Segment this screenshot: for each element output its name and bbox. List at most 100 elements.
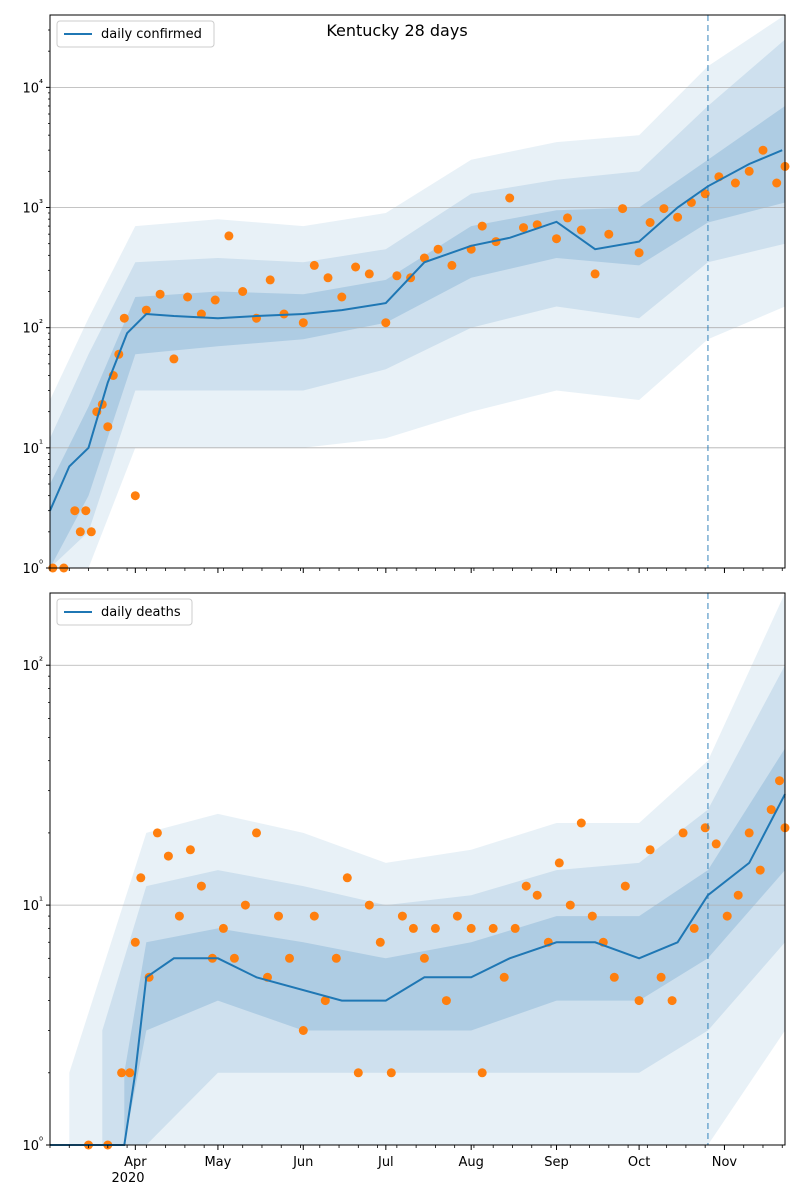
data-point: [477, 1068, 487, 1078]
data-point: [119, 313, 129, 323]
data-point: [659, 204, 669, 214]
data-point: [634, 996, 644, 1006]
data-point: [441, 996, 451, 1006]
data-point: [375, 937, 385, 947]
x-tick-label: Jun: [292, 1155, 313, 1170]
data-point: [152, 828, 162, 838]
data-point: [618, 204, 628, 214]
data-point: [766, 805, 776, 815]
data-point: [565, 900, 575, 910]
data-point: [381, 318, 391, 328]
confirmed-line: [49, 149, 783, 512]
x-tick-label: May: [204, 1155, 231, 1170]
data-point: [309, 260, 319, 270]
data-point: [240, 900, 250, 910]
series-line: [50, 793, 786, 1146]
data-point: [265, 275, 275, 285]
data-point: [505, 193, 515, 203]
data-point: [323, 273, 333, 283]
legend-label-confirmed: daily confirmed: [101, 27, 202, 42]
data-point: [678, 828, 688, 838]
data-point: [117, 1068, 127, 1078]
data-point: [353, 1068, 363, 1078]
data-point: [755, 865, 765, 875]
data-point: [125, 1068, 135, 1078]
data-point: [342, 873, 352, 883]
y-tick-label: 10⁰: [22, 1136, 43, 1154]
data-point: [70, 506, 80, 516]
data-point: [477, 221, 487, 231]
band-outer: [50, 15, 785, 568]
band-middle: [50, 39, 785, 568]
data-point: [155, 289, 165, 299]
data-point: [758, 145, 768, 155]
data-point: [510, 923, 520, 933]
data-point: [419, 253, 429, 263]
data-point: [86, 527, 96, 537]
data-point: [331, 953, 341, 963]
data-point: [183, 292, 193, 302]
x-tick-label: Apr: [124, 1155, 147, 1170]
x-tick-label: Nov: [712, 1155, 738, 1170]
legend-box: [56, 598, 193, 626]
legend-label-deaths: daily deaths: [101, 605, 181, 620]
data-point: [174, 911, 184, 921]
data-point: [130, 937, 140, 947]
data-point: [563, 213, 572, 223]
deaths-chart: 10⁰ 10¹ 10² Apr May Jun Jul Aug Sep Oct Nov daily…: [22, 592, 790, 1186]
data-point: [772, 178, 782, 188]
data-point: [466, 923, 476, 933]
data-point: [590, 269, 600, 279]
deaths-observed-points: [84, 776, 790, 1150]
data-point: [320, 996, 330, 1006]
data-point: [103, 422, 113, 432]
band-inner: [124, 748, 786, 1145]
y-tick-label: 10⁰: [22, 559, 43, 577]
y-tick-label: 10⁴: [22, 78, 43, 96]
data-point: [775, 776, 784, 786]
data-point: [552, 234, 561, 244]
data-point: [634, 248, 644, 258]
data-point: [499, 972, 509, 982]
data-point: [274, 911, 283, 921]
data-point: [196, 309, 206, 319]
data-point: [452, 911, 462, 921]
data-point: [298, 1026, 308, 1035]
data-point: [519, 223, 528, 233]
deaths-legend: daily deaths: [56, 598, 193, 626]
data-point: [130, 491, 140, 501]
data-point: [673, 212, 683, 222]
data-point: [730, 178, 740, 188]
data-point: [408, 923, 418, 933]
data-point: [210, 295, 220, 305]
data-point: [136, 873, 146, 883]
data-point: [576, 818, 586, 828]
data-point: [733, 890, 743, 900]
data-point: [169, 354, 179, 364]
data-point: [397, 911, 407, 921]
data-point: [163, 851, 173, 861]
data-point: [488, 923, 498, 933]
data-point: [656, 972, 666, 982]
data-point: [722, 911, 732, 921]
deaths-y-ticks: 10⁰ 10¹ 10²: [22, 656, 50, 1154]
confirmed-legend: daily confirmed: [56, 20, 215, 48]
deaths-line: [50, 793, 786, 1146]
data-point: [364, 269, 374, 279]
data-point: [285, 953, 294, 963]
data-point: [141, 305, 151, 315]
series-line: [49, 149, 783, 512]
y-tick-label: 10²: [22, 656, 43, 674]
data-point: [252, 828, 261, 838]
data-point: [218, 923, 228, 933]
data-point: [554, 858, 564, 868]
deaths-x-ticks: Apr May Jun Jul Aug Sep Oct Nov: [49, 1145, 783, 1170]
band-outer: [69, 593, 786, 1145]
data-point: [392, 271, 402, 281]
data-point: [667, 996, 677, 1006]
x-tick-label: Oct: [628, 1155, 650, 1170]
confirmed-y-ticks: 10⁰ 10¹ 10² 10³ 10⁴: [22, 29, 50, 577]
data-point: [238, 287, 248, 296]
data-point: [576, 225, 586, 235]
